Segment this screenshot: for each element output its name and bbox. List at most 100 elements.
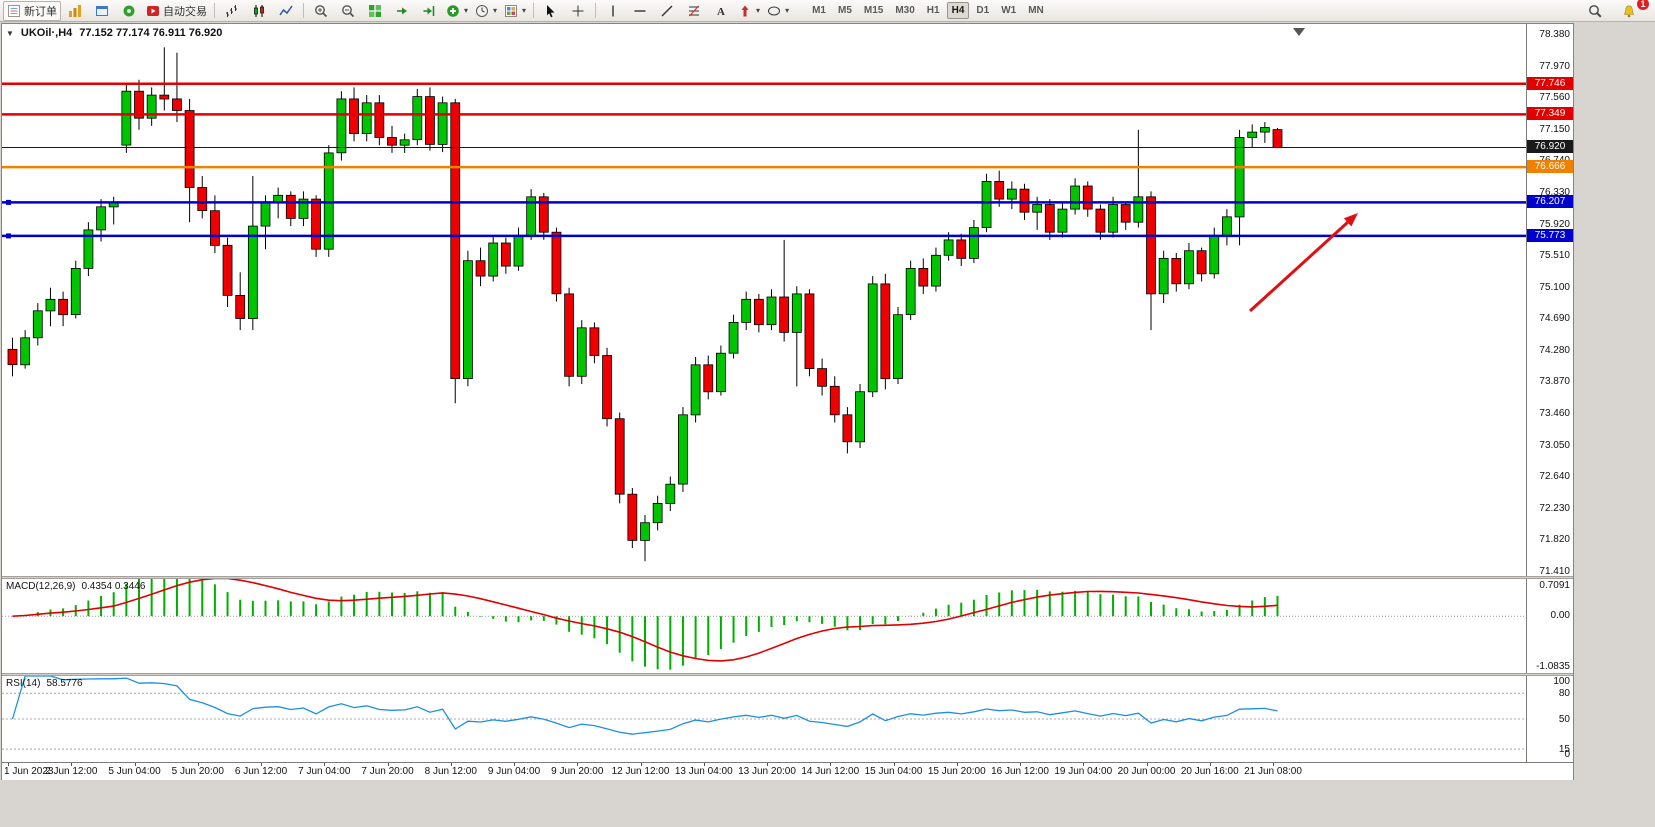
market-watch-button[interactable] <box>62 2 88 20</box>
line-handle[interactable] <box>6 233 11 239</box>
indicators-button[interactable]: ▾ <box>443 2 471 20</box>
main-chart-plot[interactable] <box>2 24 1526 576</box>
text-button[interactable]: A <box>708 2 734 20</box>
autotrading-label: 自动交易 <box>163 5 207 18</box>
rsi-line <box>11 676 1278 735</box>
timeframe-mn[interactable]: MN <box>1028 5 1044 16</box>
axis-tick-label: 71.820 <box>1539 534 1570 545</box>
new-order-label: 新订单 <box>24 5 57 18</box>
chart-shift-button[interactable] <box>416 2 442 20</box>
timeframe-h4[interactable]: H4 <box>946 2 970 19</box>
timeframe-m1[interactable]: M1 <box>812 5 826 16</box>
autotrading-icon <box>146 4 160 18</box>
time-tick-label: 7 Jun 04:00 <box>298 766 351 777</box>
candlestick-chart-button[interactable] <box>246 2 272 20</box>
axis-tick-label: 76.330 <box>1539 187 1570 198</box>
zoom-in-button[interactable] <box>308 2 334 20</box>
time-tick <box>577 763 579 766</box>
new-order-button[interactable]: 新订单 <box>3 0 61 21</box>
crosshair-button[interactable] <box>565 2 591 20</box>
time-tick <box>830 763 832 766</box>
panel-splitter-macd[interactable] <box>2 576 1573 579</box>
red-arrow-head[interactable] <box>1343 213 1358 227</box>
price-tag: 76.666 <box>1527 160 1573 173</box>
time-tick <box>1209 763 1211 766</box>
time-tick <box>1020 763 1021 766</box>
trendline-button[interactable] <box>654 2 680 20</box>
vertical-line-button[interactable] <box>600 2 626 20</box>
time-tick <box>261 763 262 766</box>
auto-scroll-button[interactable] <box>389 2 415 20</box>
red-arrow-object[interactable] <box>1248 221 1349 313</box>
time-tick-label: 1 Jun 2023 <box>4 766 54 777</box>
axis-tick-label: 0.00 <box>1550 610 1570 621</box>
timeframe-m30[interactable]: M30 <box>895 5 915 16</box>
zoom-out-button[interactable] <box>335 2 361 20</box>
navigator-button[interactable] <box>116 2 142 20</box>
panel-splitter-rsi[interactable] <box>2 673 1573 676</box>
data-window-button[interactable] <box>89 2 115 20</box>
line-chart-button[interactable] <box>273 2 299 20</box>
time-tick-label: 13 Jun 04:00 <box>674 766 733 777</box>
data-window-icon <box>95 4 109 18</box>
search-button[interactable] <box>1582 2 1608 20</box>
time-tick-label: 5 Jun 04:00 <box>108 766 161 777</box>
arrows-button[interactable]: ▾ <box>735 2 763 20</box>
axis-tick-label: 72.640 <box>1539 471 1570 482</box>
auto-scroll-icon <box>395 4 409 18</box>
timeframe-m15[interactable]: M15 <box>863 5 884 16</box>
autotrading-button[interactable]: 自动交易 <box>143 2 210 20</box>
axis-tick-label: 71.410 <box>1539 566 1570 577</box>
axis-tick-label: 78.380 <box>1539 29 1570 40</box>
fibonacci-button[interactable] <box>681 2 707 20</box>
rsi-label: RSI(14) <box>6 678 41 689</box>
time-axis[interactable]: 1 Jun 2023 2 Jun 12:00 5 Jun 04:00 5 Jun 20… <box>2 762 1573 780</box>
rsi-plot[interactable] <box>2 676 1526 762</box>
one-click-trading-toggle[interactable]: ▼ <box>6 28 14 38</box>
timeframe-w1[interactable]: W1 <box>1001 5 1017 16</box>
time-tick-label: 9 Jun 20:00 <box>551 766 604 777</box>
time-tick <box>640 763 642 766</box>
templates-button[interactable]: ▾ <box>501 2 529 20</box>
timeframe-h1[interactable]: H1 <box>926 5 940 16</box>
time-tick <box>387 763 389 766</box>
chevron-down-icon: ▾ <box>464 6 469 15</box>
axis-tick-label: 50 <box>1558 714 1570 725</box>
alerts-button[interactable]: 1 <box>1616 0 1649 20</box>
time-tick-label: 14 Jun 12:00 <box>801 766 860 777</box>
axis-tick-label: 0 <box>1564 749 1570 760</box>
axis-tick-label: 77.560 <box>1539 92 1570 103</box>
chevron-down-icon: ▾ <box>756 6 761 15</box>
periods-clock-icon <box>475 4 489 18</box>
price-tag: 75.773 <box>1527 229 1573 242</box>
main-toolbar: 新订单 自动交易 <box>0 0 1655 22</box>
line-handle[interactable] <box>6 199 11 205</box>
axis-tick-label: 77.150 <box>1539 124 1570 135</box>
cursor-button[interactable] <box>538 2 564 20</box>
price-axis[interactable]: 78.38077.97077.56077.15076.74076.33075.9… <box>1526 24 1573 577</box>
time-tick-label: 21 Jun 08:00 <box>1244 766 1302 777</box>
axis-tick-label: 77.970 <box>1539 61 1570 72</box>
time-tick <box>134 763 136 766</box>
time-tick <box>956 763 958 766</box>
macd-histogram <box>24 579 1279 670</box>
svg-text:A: A <box>717 6 725 18</box>
toolbar-separator <box>533 3 535 18</box>
timeframe-m5[interactable]: M5 <box>837 5 852 16</box>
horizontal-line-button[interactable] <box>627 2 653 20</box>
zoom-in-icon <box>314 4 328 18</box>
bar-chart-button[interactable] <box>219 2 245 20</box>
chart-shift-marker[interactable] <box>1293 28 1305 36</box>
price-tag: 76.920 <box>1527 140 1573 153</box>
timeframe-d1[interactable]: D1 <box>976 5 990 16</box>
axis-tick-label: -1.0835 <box>1536 661 1570 672</box>
periods-button[interactable]: ▾ <box>472 2 500 20</box>
shapes-button[interactable]: ▾ <box>764 2 792 20</box>
time-tick <box>1083 763 1085 766</box>
macd-plot[interactable] <box>2 579 1526 673</box>
axis-tick-label: 100 <box>1553 676 1570 687</box>
price-tag: 77.746 <box>1527 77 1573 90</box>
templates-icon <box>504 4 518 18</box>
tile-windows-button[interactable] <box>362 2 388 20</box>
chart-shift-icon <box>422 4 436 18</box>
